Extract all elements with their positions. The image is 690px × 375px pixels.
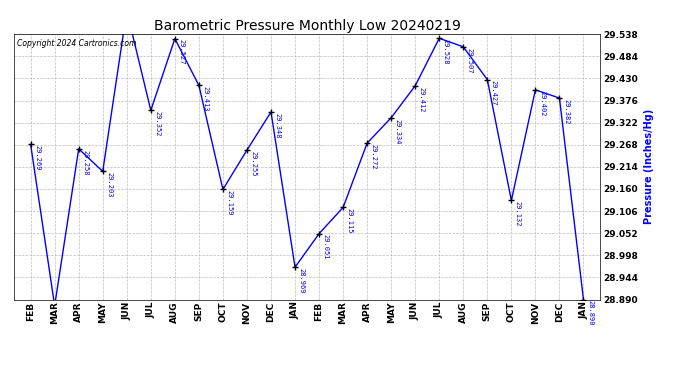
Text: 29.595: 29.595	[0, 374, 1, 375]
Text: 29.132: 29.132	[515, 201, 521, 227]
Text: 29.269: 29.269	[34, 145, 40, 171]
Text: 29.258: 29.258	[82, 150, 88, 175]
Text: 29.402: 29.402	[539, 91, 545, 116]
Text: 29.413: 29.413	[202, 86, 208, 112]
Text: 28.875: 28.875	[0, 374, 1, 375]
Text: 29.203: 29.203	[106, 172, 112, 198]
Text: 29.382: 29.382	[563, 99, 569, 124]
Text: 29.272: 29.272	[371, 144, 377, 170]
Text: 28.969: 28.969	[299, 268, 305, 294]
Title: Barometric Pressure Monthly Low 20240219: Barometric Pressure Monthly Low 20240219	[154, 19, 460, 33]
Text: 28.890: 28.890	[587, 300, 593, 326]
Text: 29.528: 29.528	[443, 39, 449, 64]
Text: 29.255: 29.255	[250, 151, 257, 176]
Y-axis label: Pressure (Inches/Hg): Pressure (Inches/Hg)	[644, 109, 653, 225]
Text: 29.334: 29.334	[395, 118, 401, 144]
Text: 29.352: 29.352	[155, 111, 160, 136]
Text: 29.412: 29.412	[419, 87, 425, 112]
Text: 29.051: 29.051	[323, 234, 328, 260]
Text: Copyright 2024 Cartronics.com: Copyright 2024 Cartronics.com	[17, 39, 136, 48]
Text: 29.159: 29.159	[226, 190, 233, 216]
Text: 29.427: 29.427	[491, 81, 497, 106]
Text: 29.507: 29.507	[467, 48, 473, 73]
Text: 29.348: 29.348	[275, 113, 281, 138]
Text: 29.115: 29.115	[346, 208, 353, 234]
Text: 29.527: 29.527	[179, 39, 184, 65]
